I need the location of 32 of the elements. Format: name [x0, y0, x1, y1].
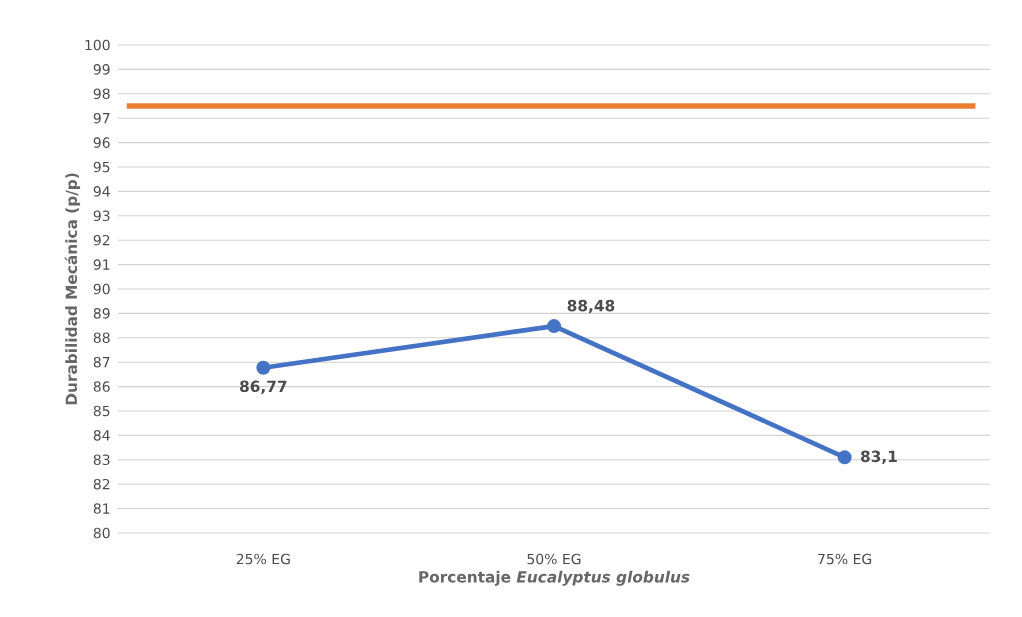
- y-tick-label: 95: [93, 161, 110, 173]
- y-tick-label: 82: [93, 478, 110, 490]
- y-tick-label: 96: [93, 137, 110, 148]
- y-axis-title: Durabilidad Mecánica (p/p): [64, 173, 81, 405]
- y-tick-label: 90: [93, 283, 110, 295]
- y-tick-label: 97: [93, 112, 110, 124]
- point: [256, 360, 271, 375]
- y-tick-label: 100: [85, 39, 110, 51]
- data-label: 88,48: [567, 299, 615, 314]
- x-axis-title: Porcentaje Eucalyptus globulus: [419, 570, 690, 586]
- y-tick-label: 83: [93, 454, 110, 466]
- y-tick-label: 84: [93, 430, 110, 441]
- point: [547, 319, 562, 334]
- x-tick-label: 50% EG: [527, 553, 581, 565]
- y-tick-label: 93: [93, 210, 110, 222]
- y-tick-label: 88: [93, 332, 110, 344]
- x-tick-label: 75% EG: [818, 553, 872, 565]
- point: [837, 450, 852, 465]
- data-label: 83,1: [860, 450, 897, 465]
- y-tick-label: 85: [93, 405, 110, 417]
- x-tick-label: 25% EG: [236, 553, 290, 565]
- y-tick-label: 99: [93, 64, 110, 75]
- y-tick-label: 80: [93, 527, 110, 539]
- y-tick-label: 92: [93, 234, 110, 246]
- y-tick-label: 81: [93, 503, 110, 514]
- y-tick-label: 94: [93, 186, 110, 197]
- y-tick-label: 91: [93, 259, 110, 270]
- y-tick-label: 98: [93, 88, 110, 100]
- data-label: 86,77: [240, 380, 287, 395]
- y-tick-label: 89: [93, 308, 110, 319]
- y-tick-label: 86: [93, 381, 110, 392]
- y-tick-label: 87: [93, 356, 110, 368]
